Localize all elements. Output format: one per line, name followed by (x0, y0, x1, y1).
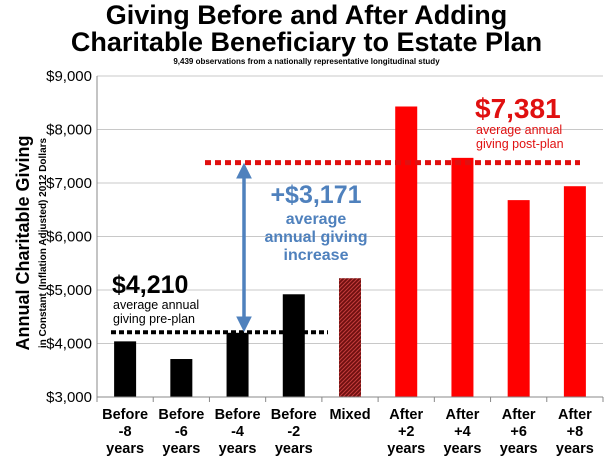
increase-amount: +$3,171 (270, 181, 361, 209)
y-tick-label: $6,000 (46, 229, 92, 246)
increase-annotation: +$3,171 average annual giving increase (236, 162, 368, 333)
chart-title-line-1: Giving Before and After Adding (105, 0, 508, 30)
chart-title: Giving Before and After Adding Charitabl… (0, 2, 613, 56)
x-tick-label: Before -2 years (271, 407, 317, 457)
pre-plan-label-line-1: average annual (113, 298, 199, 312)
y-axis-ticks: $3,000 $4,000 $5,000 $6,000 $7,000 $8,000 $9,0… (46, 68, 92, 406)
pre-plan-amount: $4,210 (112, 271, 188, 299)
bar (507, 200, 530, 397)
x-tick-label: Before -4 years (215, 407, 261, 457)
x-tick-label: After +6 years (500, 407, 538, 457)
bar (114, 341, 137, 397)
x-tick-label: After +2 years (387, 407, 425, 457)
x-tick-label: Before -6 years (158, 407, 204, 457)
y-tick-label: $8,000 (46, 122, 92, 139)
chart-subtitle: 9,439 observations from a nationally rep… (173, 57, 440, 66)
y-axis-label: Annual Charitable Giving (13, 135, 33, 350)
bar (226, 332, 249, 397)
bar (451, 157, 474, 397)
bar (563, 186, 586, 397)
post-plan-label-line-2: giving post-plan (476, 137, 564, 151)
post-plan-label-line-1: average annual (476, 123, 562, 137)
gridlines (97, 75, 603, 344)
bar (170, 359, 193, 397)
x-tick-label: After +4 years (443, 407, 481, 457)
y-tick-label: $4,000 (46, 336, 92, 353)
chart-title-line-2: Charitable Beneficiary to Estate Plan (70, 27, 543, 57)
post-plan-annotation: $7,381 average annual giving post-plan (205, 93, 580, 166)
x-tick-label: Mixed (329, 407, 370, 423)
pre-plan-annotation: $4,210 average annual giving pre-plan (111, 271, 328, 335)
axes (96, 76, 604, 402)
y-tick-label: $3,000 (46, 389, 92, 406)
bar (282, 294, 305, 397)
bars (114, 106, 586, 398)
x-tick-label: Before -8 years (102, 407, 148, 457)
x-tick-label: After +8 years (556, 407, 594, 457)
increase-label-line-1: average (286, 211, 347, 228)
pre-plan-label-line-2: giving pre-plan (113, 312, 195, 326)
bar (395, 106, 418, 398)
y-tick-label: $5,000 (46, 282, 92, 299)
bar (339, 278, 361, 397)
increase-label-line-2: annual giving (264, 229, 367, 246)
increase-label-line-3: increase (284, 247, 349, 264)
y-tick-label: $9,000 (46, 68, 92, 85)
post-plan-amount: $7,381 (475, 93, 561, 124)
y-axis-sublabel: in Constant (Inflation Adjusted) 2012 Do… (38, 137, 49, 348)
y-tick-label: $7,000 (46, 175, 92, 192)
